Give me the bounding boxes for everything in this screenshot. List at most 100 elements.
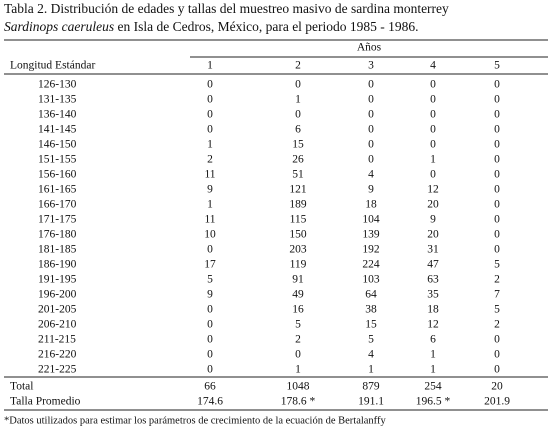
table-cell: 1 [430,154,436,166]
table-cell: 1 [207,199,213,211]
table-cell: 0 [494,79,500,91]
table-cell: 5 [295,319,301,331]
table-cell: 0 [207,319,213,331]
table-cell: 16 [292,304,304,316]
column-header: Longitud Estándar [10,60,95,72]
table-cell: 0 [207,334,213,346]
table-cell: 20 [427,229,439,241]
table-cell: 0 [430,169,436,181]
table-cell: 35 [427,289,439,301]
table-cell: 0 [207,364,213,376]
table-cell: 0 [368,154,374,166]
summary-cell: 196.5 * [416,396,451,408]
table-cell: 0 [430,109,436,121]
table-cell: 104 [362,214,380,226]
table-cell: 191-195 [38,274,77,286]
summary-cell: 191.1 [358,396,384,408]
table-cell: 192 [362,244,380,256]
table-cell: 0 [430,79,436,91]
table-cell: 17 [204,259,216,271]
summary-cell: Talla Promedio [10,396,81,408]
table-cell: 7 [494,289,500,301]
table-cell: 63 [427,274,439,286]
table-cell: 6 [295,124,301,136]
table-cell: 0 [368,109,374,121]
table-cell: 189 [289,199,307,211]
table-cell: 9 [207,289,213,301]
table-cell: 0 [494,229,500,241]
table-cell: 0 [368,79,374,91]
caption-line: Sardinops caeruleus en Isla de Cedros, M… [4,19,419,34]
table-cell: 126-130 [38,79,77,91]
table-cell: 1 [430,349,436,361]
table-cell: 26 [292,154,304,166]
table-cell: 11 [204,169,215,181]
table-cell: 12 [427,319,439,331]
table-cell: 103 [362,274,380,286]
column-header: 3 [368,60,374,72]
table-cell: 9 [368,184,374,196]
table-cell: 146-150 [38,139,77,151]
table-cell: 0 [207,94,213,106]
table-cell: 11 [204,214,215,226]
table-cell: 141-145 [38,124,77,136]
table-cell: 0 [368,139,374,151]
table-cell: 5 [207,274,213,286]
footnote: *Datos utilizados para estimar los parám… [4,415,386,426]
table-cell: 9 [207,184,213,196]
table-cell: 0 [295,349,301,361]
table-cell: 0 [295,79,301,91]
table-cell: 6 [430,334,436,346]
caption-rest: en Isla de Cedros, México, para el perio… [114,19,418,34]
group-header: Años [357,42,382,54]
table-cell: 15 [292,139,304,151]
table-cell: 136-140 [38,109,77,121]
table-cell: 171-175 [38,214,77,226]
summary-cell: 20 [491,381,503,393]
table-cell: 166-170 [38,199,77,211]
summary-cell: 178.6 * [281,396,316,408]
table-cell: 31 [427,244,439,256]
table-cell: 0 [368,94,374,106]
table-cell: 15 [365,319,377,331]
table-cell: 0 [368,124,374,136]
table-cell: 4 [368,349,374,361]
table-cell: 1 [207,139,213,151]
table-cell: 1 [430,364,436,376]
species: Sardinops caeruleus [4,19,114,34]
column-header: 5 [494,60,500,72]
table-cell: 0 [207,124,213,136]
table-cell: 224 [362,259,380,271]
table-cell: 5 [368,334,374,346]
table-cell: 115 [290,214,307,226]
table-cell: 131-135 [38,94,77,106]
table-cell: 221-225 [38,364,77,376]
table-cell: 0 [207,109,213,121]
table-cell: 38 [365,304,377,316]
table-cell: 139 [362,229,380,241]
table-cell: 0 [207,304,213,316]
table-cell: 4 [368,169,374,181]
table-cell: 176-180 [38,229,77,241]
table-cell: 1 [295,364,301,376]
table-cell: 0 [207,79,213,91]
table-cell: 196-200 [38,289,77,301]
table-cell: 216-220 [38,349,77,361]
summary-cell: 254 [424,381,442,393]
table-cell: 181-185 [38,244,77,256]
caption-line: Tabla 2. Distribución de edades y tallas… [4,1,449,16]
table-cell: 0 [295,109,301,121]
column-header: 2 [295,60,301,72]
table-cell: 0 [494,364,500,376]
table-cell: 211-215 [38,334,76,346]
summary-cell: 879 [362,381,380,393]
table-cell: 91 [292,274,304,286]
table-cell: 0 [494,124,500,136]
summary-cell: Total [10,381,33,393]
table-cell: 203 [289,244,307,256]
table-cell: 5 [494,259,500,271]
table-cell: 156-160 [38,169,77,181]
table-cell: 0 [494,214,500,226]
table-cell: 20 [427,199,439,211]
summary-cell: 1048 [287,381,310,393]
